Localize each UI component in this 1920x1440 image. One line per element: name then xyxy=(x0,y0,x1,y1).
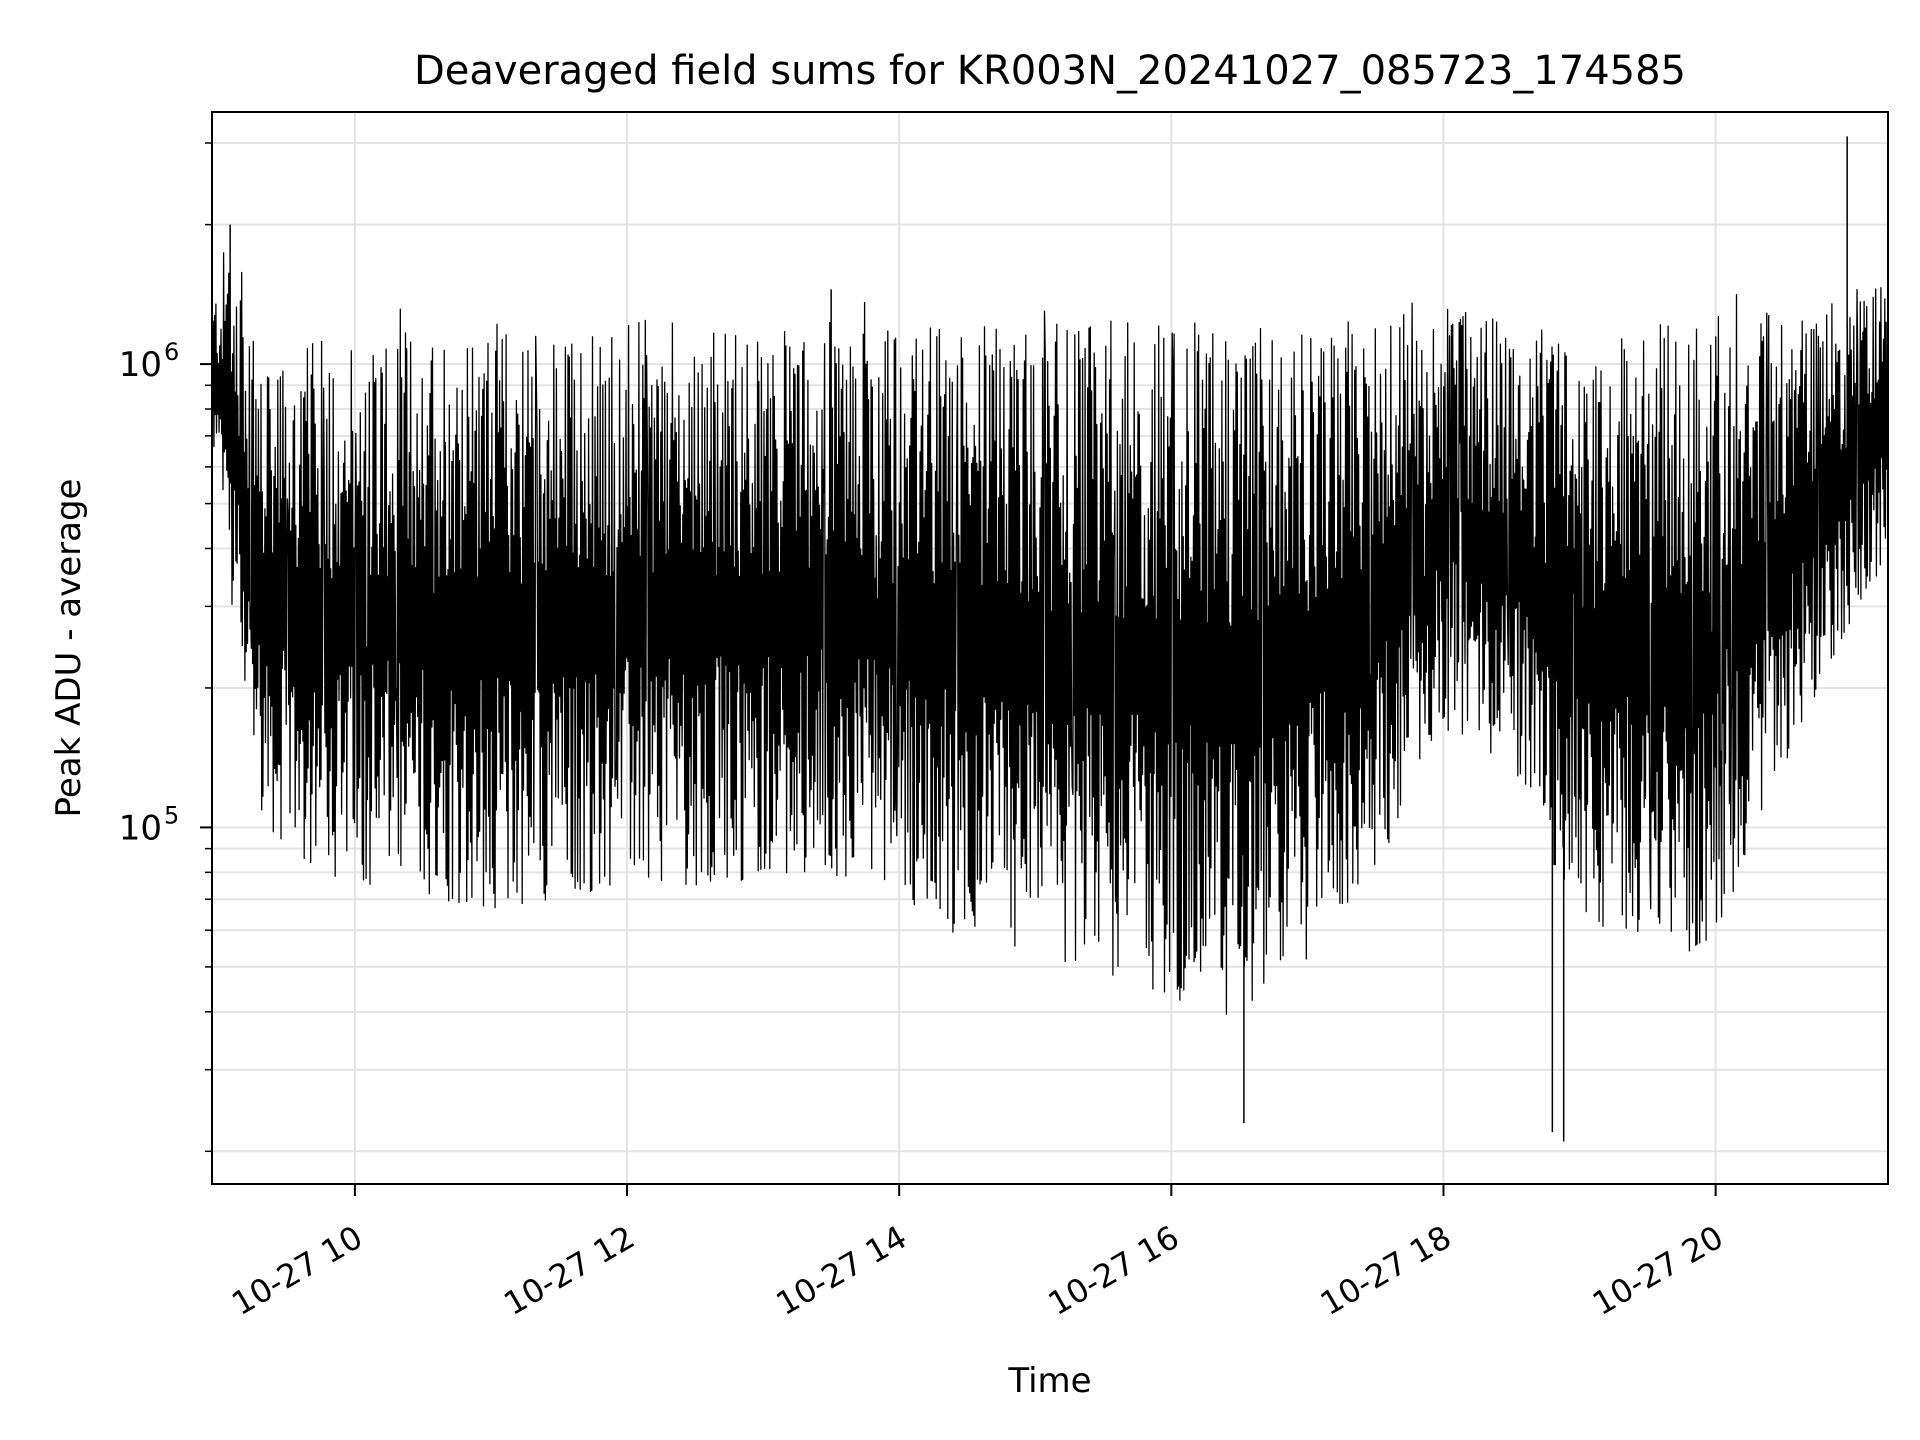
series-line xyxy=(212,252,1888,1015)
x-axis-label: Time xyxy=(1007,1361,1091,1401)
y-axis-label: Peak ADU - average xyxy=(49,479,89,818)
y-tick-label-exponent: 6 xyxy=(164,338,179,366)
y-tick-label: 10 xyxy=(119,345,162,385)
plot-frame xyxy=(211,111,1889,1185)
chart-title: Deaveraged field sums for KR003N_2024102… xyxy=(414,48,1686,94)
series-layer xyxy=(212,136,1888,1142)
y-tick-label-exponent: 5 xyxy=(164,801,179,829)
y-tick-label: 10 xyxy=(119,808,162,848)
